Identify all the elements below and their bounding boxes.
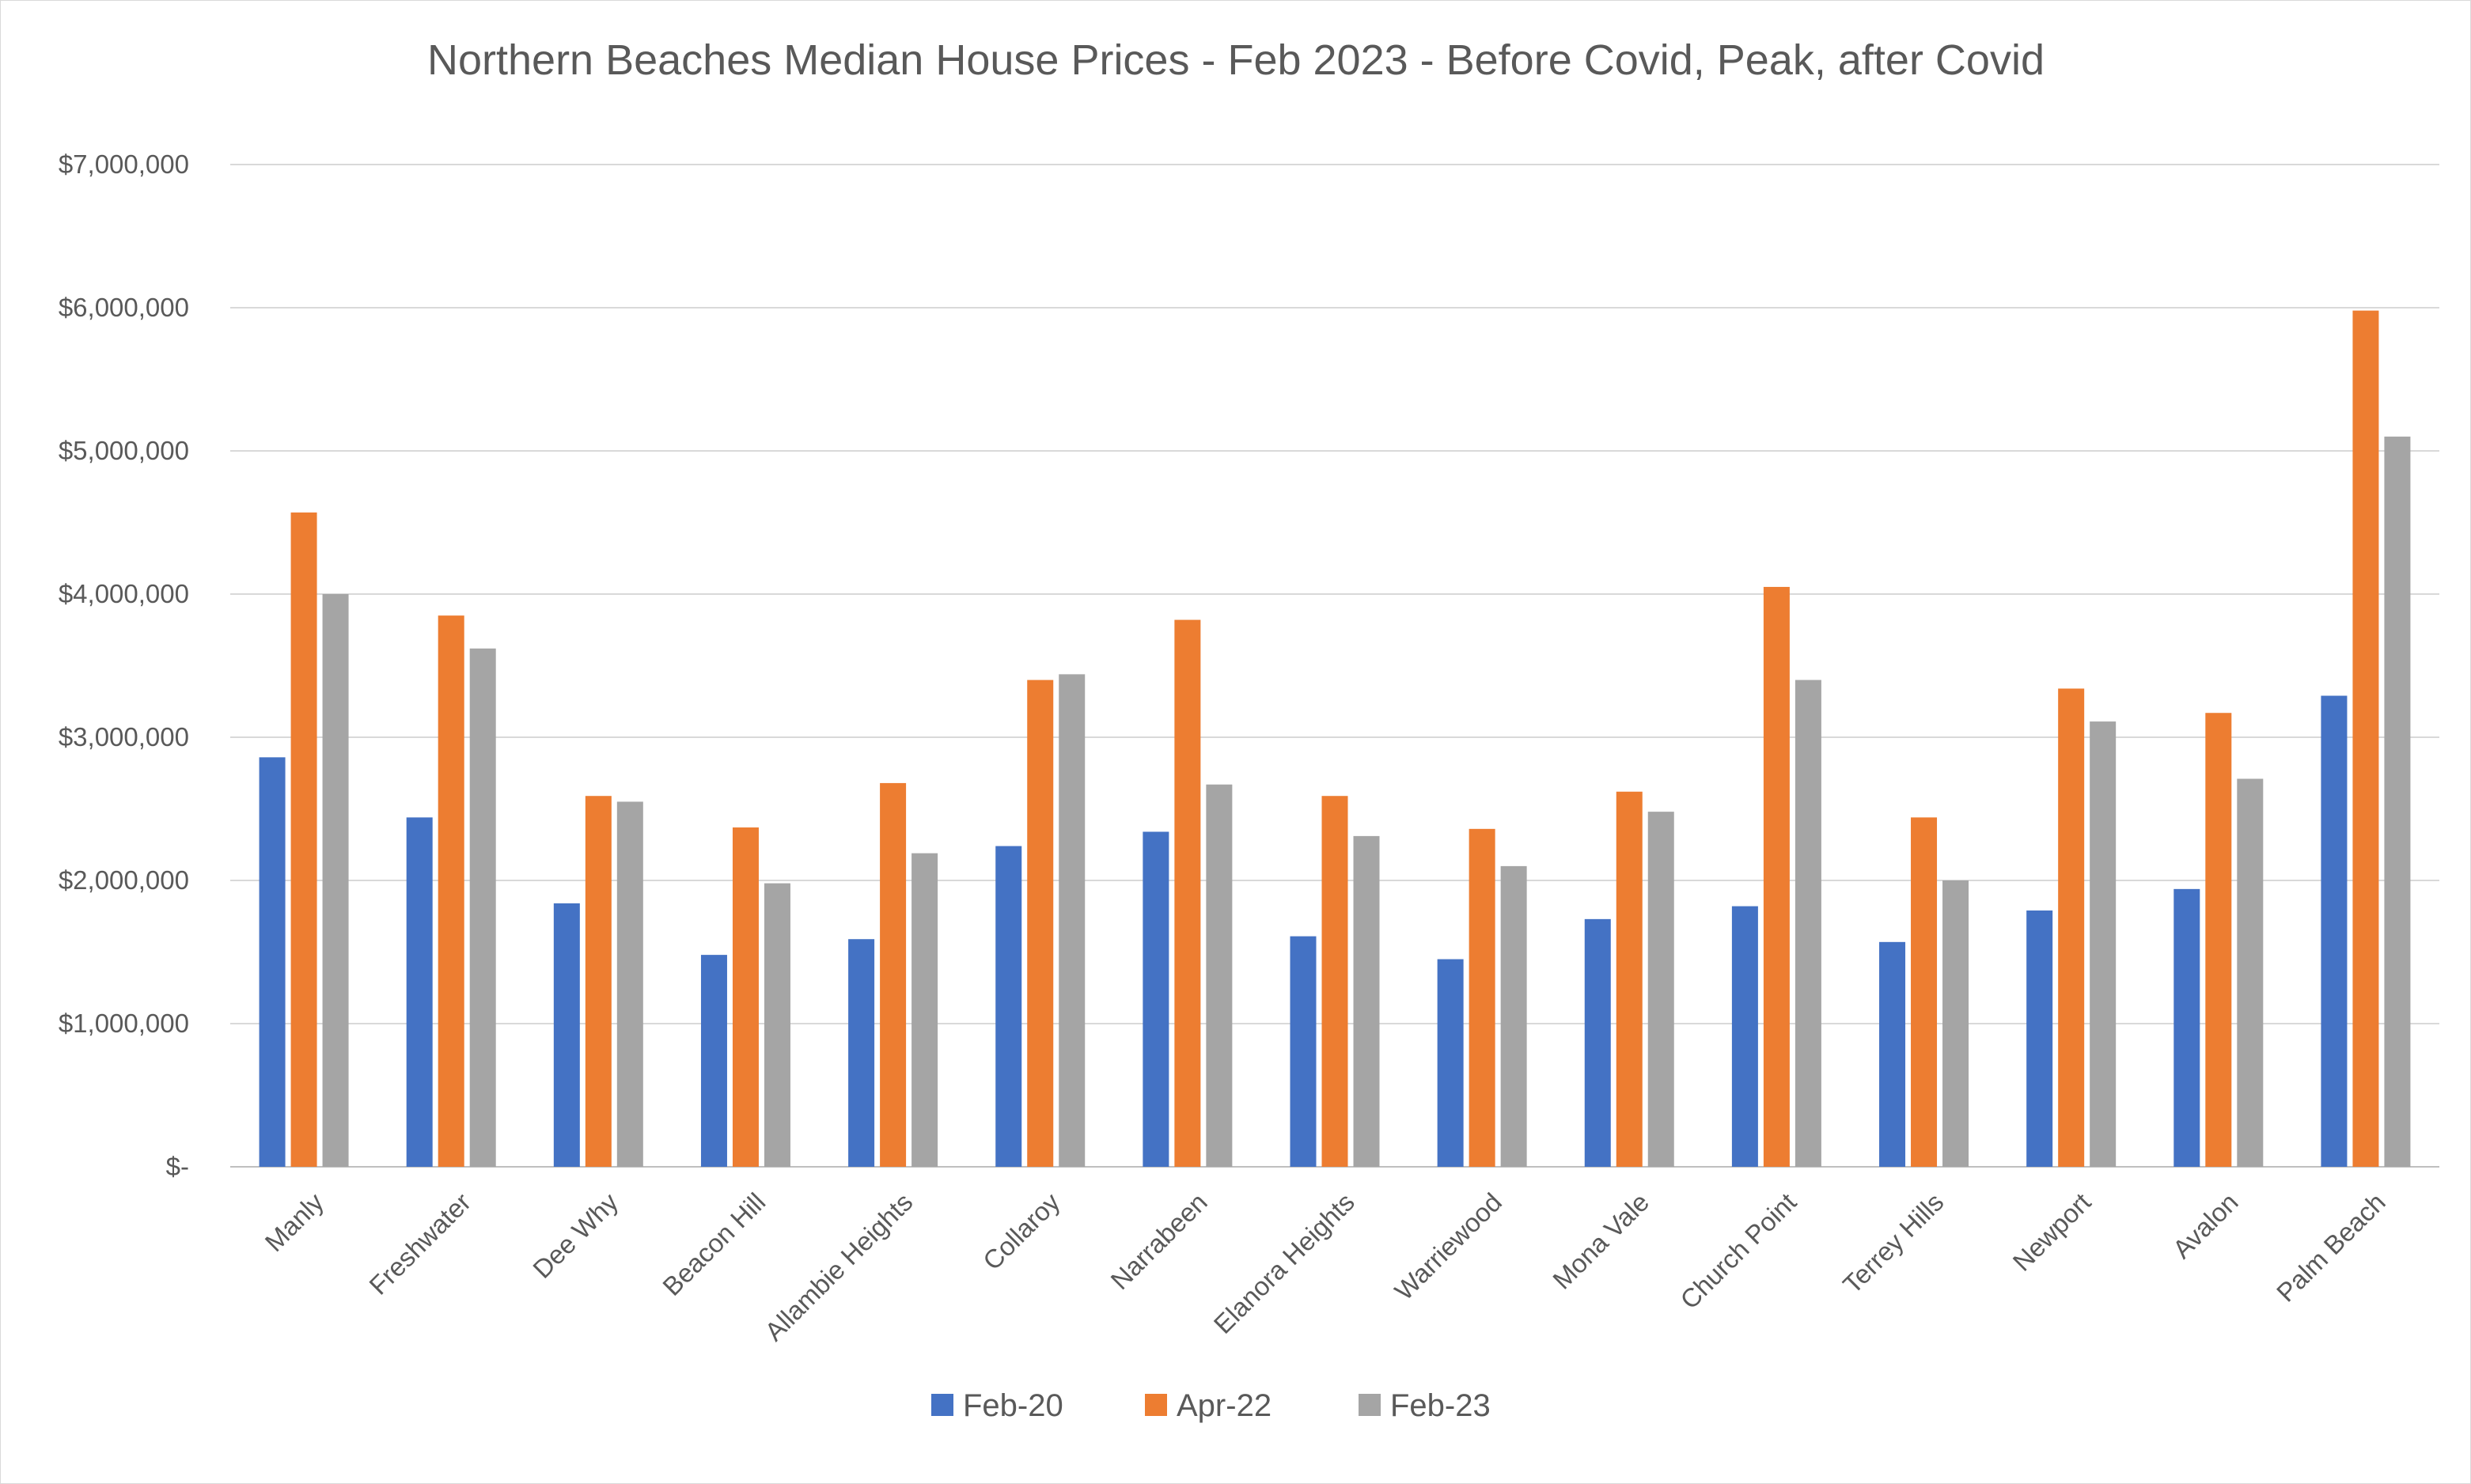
bar-feb-20 [848,939,875,1167]
bar-feb-23 [1206,784,1233,1167]
x-category-label: Beacon Hill [657,1187,771,1301]
bar-feb-23 [1500,865,1527,1167]
x-category-label: Dee Why [527,1187,623,1283]
legend-label: Feb-23 [1390,1388,1491,1423]
legend-swatch [1145,1394,1167,1416]
bar-feb-23 [1059,674,1086,1167]
bar-feb-23 [1795,680,1821,1167]
bar-feb-23 [616,801,643,1167]
x-category-label: Manly [260,1187,330,1257]
bar-group [2026,688,2117,1167]
bar-group [1731,586,1821,1167]
bar-group [1290,796,1380,1167]
y-tick-label: $6,000,000 [59,293,189,322]
y-tick-label: $5,000,000 [59,436,189,465]
bar-apr-22 [732,827,759,1167]
x-category-label: Palm Beach [2271,1187,2391,1308]
chart-title: Northern Beaches Median House Prices - F… [427,36,2045,84]
legend: Feb-20 Apr-22 Feb-23 [931,1388,1491,1423]
x-category-label: Newport [2007,1187,2097,1277]
bar-apr-22 [1027,680,1054,1167]
x-category-label: Elanora Heights [1208,1187,1360,1339]
x-category-label: Church Point [1674,1187,1802,1315]
bar-feb-20 [2321,695,2348,1167]
y-tick-label: $2,000,000 [59,865,189,895]
bar-apr-22 [1469,828,1495,1167]
bar-feb-20 [700,955,727,1167]
legend-item: Feb-20 [931,1388,1063,1423]
bar-feb-20 [259,757,286,1167]
bar-feb-23 [1353,835,1380,1167]
bar-feb-20 [2026,910,2053,1167]
legend-swatch [1359,1394,1381,1416]
legend-item: Apr-22 [1145,1388,1272,1423]
bars [259,310,2411,1167]
x-category-label: Narrabeen [1105,1187,1212,1295]
bar-feb-20 [1290,936,1317,1167]
bar-feb-23 [322,594,349,1167]
bar-feb-20 [1731,906,1758,1167]
bar-group [1584,791,1674,1167]
bar-group [406,615,496,1167]
bar-feb-23 [469,648,496,1167]
bar-apr-22 [880,782,907,1167]
bar-feb-20 [406,817,433,1167]
y-axis-tick-labels: $- $1,000,000 $2,000,000 $3,000,000 $4,000,0… [59,150,189,1181]
x-axis-category-labels: Manly Freshwater Dee Why Beacon HillAllambi… [260,1187,2391,1346]
bar-feb-23 [2090,721,2117,1167]
bar-feb-23 [764,883,790,1167]
bar-feb-23 [1647,812,1674,1167]
bar-feb-20 [2173,888,2200,1167]
legend-label: Feb-20 [963,1388,1063,1423]
bar-group [2173,713,2264,1167]
bar-feb-20 [553,903,580,1167]
x-category-label: Allambie Heights [759,1187,918,1346]
bar-feb-23 [2237,778,2264,1167]
bar-group [259,512,349,1167]
bar-apr-22 [1174,619,1201,1167]
bar-feb-23 [1942,880,1969,1167]
bar-group [2321,310,2411,1167]
bar-group [700,827,790,1167]
legend-label: Apr-22 [1177,1388,1272,1423]
bar-apr-22 [1321,796,1348,1167]
x-category-label: Avalon [2167,1187,2244,1264]
x-category-label: Freshwater [363,1187,476,1300]
y-tick-label: $7,000,000 [59,150,189,179]
x-category-label: Collaroy [977,1187,1066,1275]
bar-group [1879,817,1969,1167]
x-category-label: Mona Vale [1547,1187,1654,1295]
legend-item: Feb-23 [1359,1388,1491,1423]
bar-apr-22 [1616,791,1643,1167]
bar-feb-20 [1584,918,1611,1167]
bar-feb-20 [995,846,1022,1167]
bar-apr-22 [1763,586,1790,1167]
bar-group [553,796,643,1167]
bar-feb-20 [1437,959,1464,1167]
legend-swatch [931,1394,953,1416]
x-category-label: Warriewood [1389,1187,1507,1306]
bar-group [1143,619,1233,1167]
bar-apr-22 [2205,713,2232,1167]
bar-feb-23 [911,853,938,1167]
bar-group [995,674,1086,1167]
bar-feb-23 [2384,436,2411,1167]
bar-apr-22 [438,615,464,1167]
bar-feb-20 [1879,941,1906,1167]
bar-group [1437,828,1527,1167]
bar-apr-22 [1911,817,1938,1167]
y-tick-label: $1,000,000 [59,1009,189,1038]
y-tick-label: $4,000,000 [59,579,189,608]
bar-apr-22 [290,512,317,1167]
y-tick-label: $3,000,000 [59,722,189,751]
y-tick-label: $- [166,1152,189,1181]
bar-apr-22 [2352,310,2379,1167]
x-category-label: Terrey Hills [1837,1187,1950,1300]
bar-apr-22 [585,796,612,1167]
bar-apr-22 [2058,688,2085,1167]
bar-feb-20 [1143,831,1169,1167]
bar-group [848,782,938,1167]
